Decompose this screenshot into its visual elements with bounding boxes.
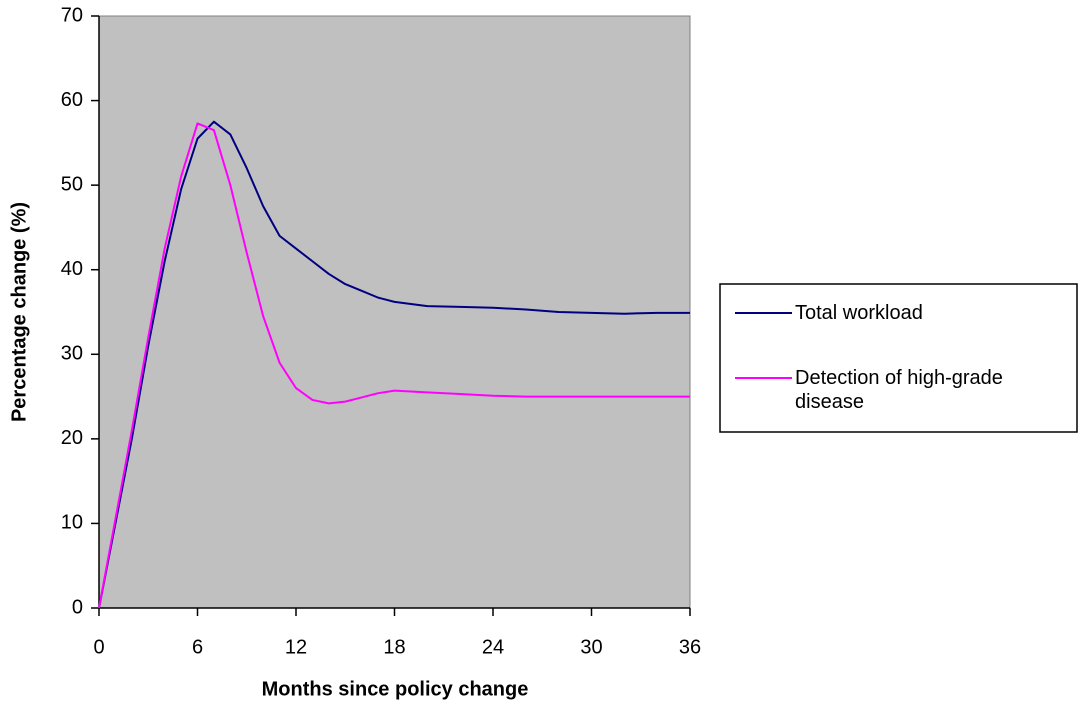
y-tick-label: 10	[61, 512, 83, 534]
legend-box	[719, 283, 1078, 433]
x-tick-label: 0	[93, 636, 104, 658]
x-tick-label: 12	[285, 636, 307, 658]
y-tick-label: 40	[61, 258, 83, 280]
x-tick-label: 24	[482, 636, 504, 658]
series-line	[98, 122, 690, 609]
x-tick-label: 30	[580, 636, 602, 658]
y-tick-label: 20	[61, 427, 83, 449]
y-axis-title: Percentage change (%)	[8, 202, 30, 422]
y-tick-label: 60	[61, 89, 83, 111]
x-axis-title: Months since policy change	[262, 678, 529, 700]
x-tick-label: 6	[192, 636, 203, 658]
series-line	[98, 120, 690, 609]
plot-area	[98, 15, 691, 609]
legend-label: Detection of high-grade disease	[795, 367, 1003, 413]
y-tick-label: 30	[61, 343, 83, 365]
y-tick-label: 70	[61, 4, 83, 26]
y-tick-label: 50	[61, 173, 83, 195]
y-tick-label: 0	[72, 596, 83, 618]
x-tick-label: 18	[383, 636, 405, 658]
legend-label: Total workload	[795, 302, 923, 324]
x-tick-label: 36	[679, 636, 701, 658]
